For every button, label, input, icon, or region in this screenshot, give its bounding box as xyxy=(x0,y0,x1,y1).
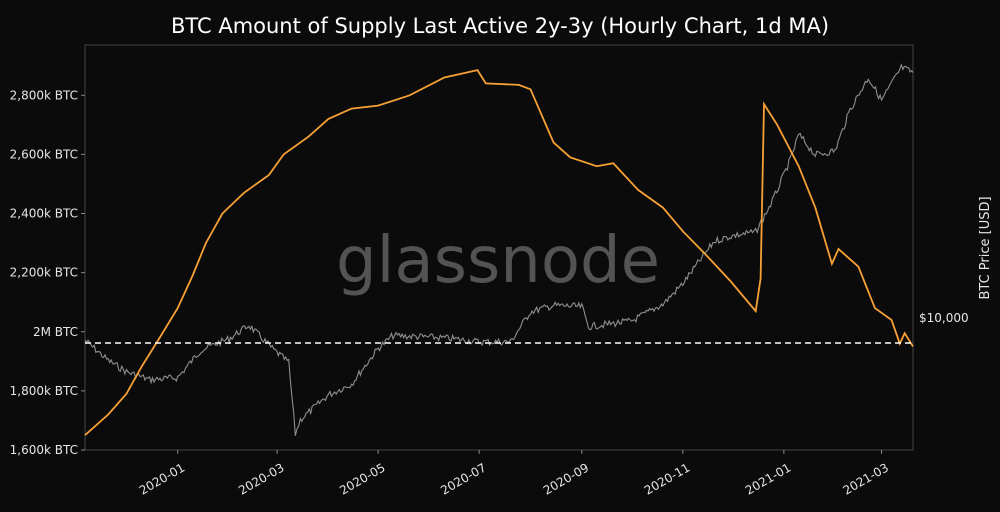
y-tick-label: 2M BTC xyxy=(33,325,78,339)
y-tick-label: 1,600k BTC xyxy=(10,443,78,457)
y-tick-label: 2,800k BTC xyxy=(10,88,78,102)
x-tick-label: 2020-03 xyxy=(236,460,286,497)
plot-frame xyxy=(84,44,914,451)
x-axis: 2020-01 2020-03 2020-05 2020-07 2020-09 2020-… xyxy=(137,450,891,498)
y-tick-label: 2,200k BTC xyxy=(10,266,78,280)
y-tick-label: 2,600k BTC xyxy=(10,147,78,161)
watermark: glassnode xyxy=(336,224,660,298)
y-axis-left: 1,600k BTC 1,800k BTC 2M BTC 2,200k BTC 2,40… xyxy=(10,88,85,457)
x-tick-label: 2020-05 xyxy=(337,460,387,497)
y-tick-label: 1,800k BTC xyxy=(10,384,78,398)
right-axis-label: BTC Price [USD] xyxy=(978,196,993,299)
btc-price-line xyxy=(84,63,914,436)
x-tick-label: 2021-03 xyxy=(841,460,891,497)
x-tick-label: 2020-11 xyxy=(642,460,692,497)
reference-line-label: $10,000 xyxy=(919,311,969,325)
y-tick-label: 2,400k BTC xyxy=(10,207,78,221)
x-tick-label: 2020-09 xyxy=(541,460,591,497)
x-tick-label: 2021-01 xyxy=(743,460,793,497)
x-tick-label: 2020-01 xyxy=(137,460,187,497)
x-tick-label: 2020-07 xyxy=(438,460,488,497)
chart-title: BTC Amount of Supply Last Active 2y-3y (… xyxy=(170,14,830,38)
supply-line xyxy=(84,69,914,436)
